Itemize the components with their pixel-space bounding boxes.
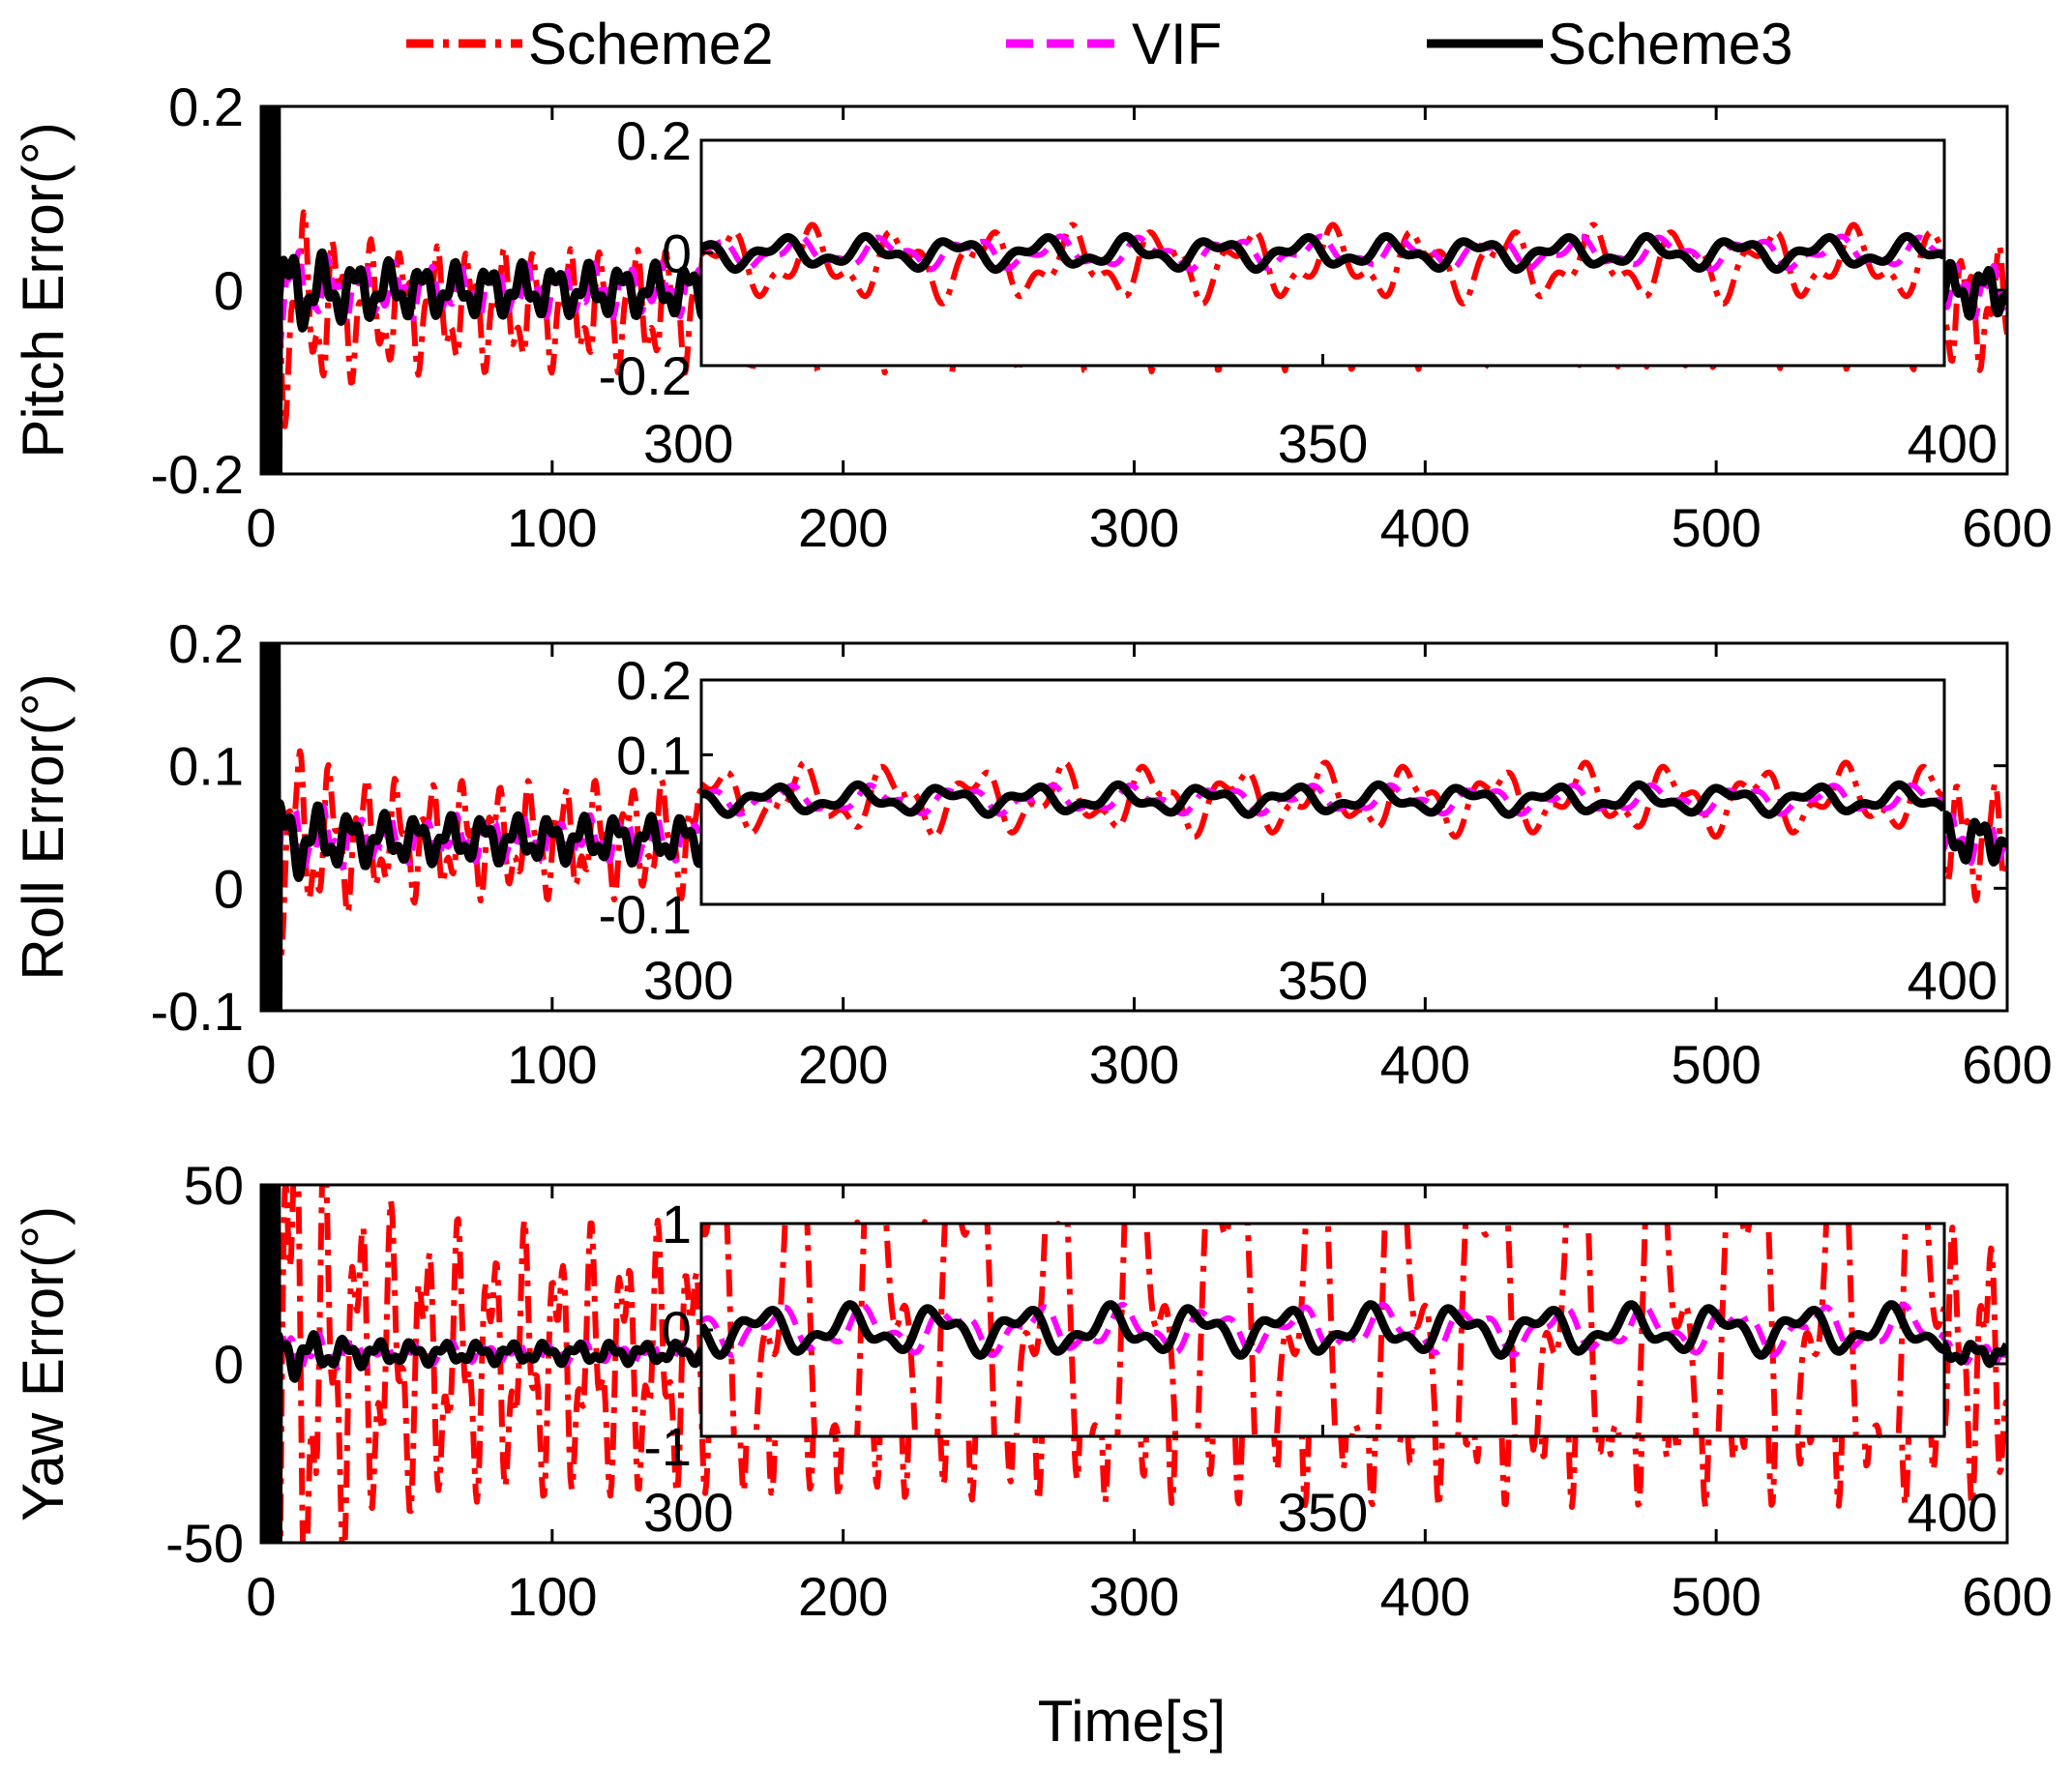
y-tick-label: -0.2	[151, 444, 245, 505]
inset-traces	[701, 221, 1944, 307]
x-tick-label: 500	[1671, 1034, 1761, 1095]
inset-series-scheme2-line	[701, 759, 1944, 841]
y-axis-label-panel-3: Yaw Error(°)	[11, 1206, 75, 1521]
x-tick-label: 100	[507, 1034, 597, 1095]
y-tick-label: -0.1	[151, 981, 245, 1042]
legend: Scheme2 VIF Scheme3	[406, 12, 1792, 76]
y-tick-label: 0.1	[168, 736, 244, 797]
y-tick-label: 0	[214, 1334, 244, 1395]
x-tick-label: 0	[246, 1566, 276, 1627]
x-tick-label: 100	[507, 1566, 597, 1627]
legend-label-scheme3: Scheme3	[1548, 12, 1792, 76]
x-tick-label: 0	[246, 1034, 276, 1095]
inset-y-tick-label: 0	[662, 223, 692, 284]
inset-traces	[701, 759, 1944, 841]
x-tick-label: 200	[798, 1034, 888, 1095]
inset-y-tick-label: 0.2	[616, 650, 692, 711]
inset-y-tick-label: 0.1	[616, 724, 692, 785]
x-tick-label: 300	[1089, 1566, 1179, 1627]
inset-y-tick-label: 0.2	[616, 110, 692, 171]
inset-x-tick-label: 400	[1908, 950, 1998, 1011]
y-tick-label: 0	[214, 260, 244, 321]
x-tick-label: 200	[798, 497, 888, 558]
inset-series-scheme2-line	[701, 1224, 1944, 1436]
y-tick-label: 0.2	[168, 76, 244, 137]
inset-x-tick-label: 350	[1278, 1482, 1368, 1543]
x-axis-label: Time[s]	[1038, 1689, 1226, 1754]
y-tick-label: -50	[165, 1513, 244, 1574]
inset-series-scheme3-line	[701, 780, 1944, 819]
x-tick-label: 500	[1671, 1566, 1761, 1627]
inset-x-tick-label: 300	[643, 950, 733, 1011]
x-tick-label: 400	[1380, 497, 1470, 558]
x-tick-label: 300	[1089, 1034, 1179, 1095]
x-tick-label: 200	[798, 1566, 888, 1627]
inset-traces	[701, 1224, 1944, 1436]
inset-frame	[699, 1222, 1946, 1438]
x-tick-label: 600	[1962, 497, 2052, 558]
x-tick-label: 500	[1671, 497, 1761, 558]
inset-x-tick-label: 350	[1278, 950, 1368, 1011]
x-tick-label: 600	[1962, 1566, 2052, 1627]
x-tick-label: 300	[1089, 497, 1179, 558]
inset-panel-1: 300 350 400 -0.2 0 0.2	[599, 110, 1998, 474]
y-tick-label: 0	[214, 858, 244, 919]
legend-label-scheme2: Scheme2	[528, 12, 773, 76]
x-tick-label: 0	[246, 497, 276, 558]
x-tick-label: 400	[1380, 1566, 1470, 1627]
inset-panel-2: 300 350 400 -0.1 0.1 0.2	[599, 650, 1998, 1011]
inset-y-tick-label: -0.2	[599, 345, 693, 406]
x-tick-label: 600	[1962, 1034, 2052, 1095]
y-axis-label-panel-1: Pitch Error(°)	[11, 122, 75, 458]
inset-x-tick-label: 300	[643, 1482, 733, 1543]
inset-y-tick-label: 1	[662, 1194, 692, 1254]
y-axis-label-panel-2: Roll Error(°)	[11, 673, 75, 980]
inset-y-tick-label: -0.1	[599, 884, 693, 945]
y-tick-label: 50	[184, 1155, 244, 1216]
inset-x-tick-label: 350	[1278, 413, 1368, 474]
inset-x-tick-label: 300	[643, 413, 733, 474]
x-tick-label: 400	[1380, 1034, 1470, 1095]
y-tick-label: 0.2	[168, 613, 244, 674]
legend-label-vif: VIF	[1132, 12, 1222, 76]
inset-y-tick-label: -1	[643, 1416, 692, 1477]
inset-y-tick-label: 0	[662, 1300, 692, 1361]
x-tick-label: 100	[507, 497, 597, 558]
inset-series-scheme3-line	[701, 1300, 1944, 1360]
inset-panel-3: 300 350 400 -1 0 1	[643, 1194, 1998, 1543]
inset-series-scheme3-line	[701, 231, 1944, 275]
inset-x-tick-label: 400	[1908, 413, 1998, 474]
inset-x-tick-label: 400	[1908, 1482, 1998, 1543]
